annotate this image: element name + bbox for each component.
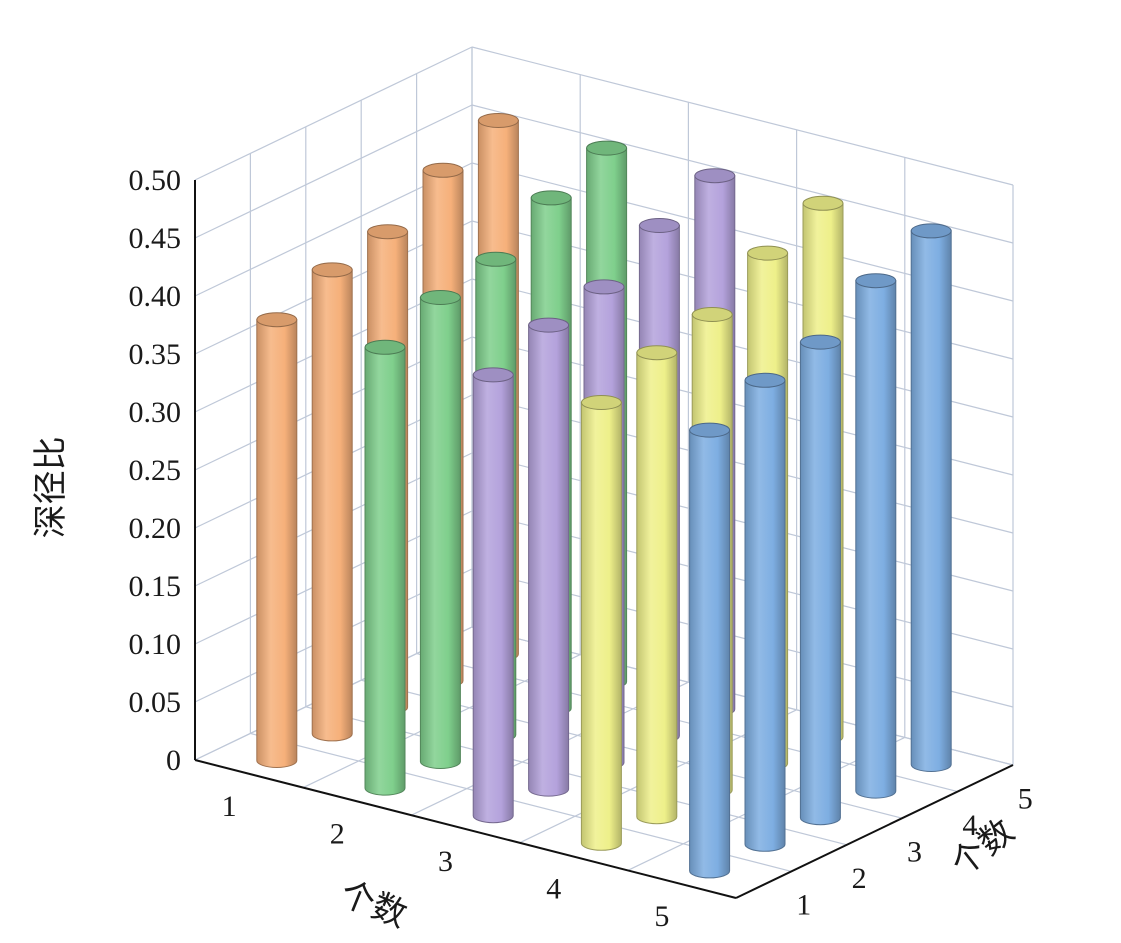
bar-body — [419, 297, 461, 769]
bar-cap — [744, 372, 786, 388]
z-tick-label: 0.30 — [129, 396, 182, 429]
bar-body — [311, 269, 353, 742]
bar-x5-y1 — [689, 422, 731, 879]
bar-x4-y1 — [580, 395, 622, 851]
x-tick-label: 2 — [330, 817, 345, 850]
z-tick-label: 0.15 — [129, 570, 182, 603]
y-tick-label: 1 — [796, 889, 811, 922]
bar-cap — [364, 339, 406, 355]
grid-line-back-wall — [471, 104, 1014, 244]
x-axis-line — [194, 759, 737, 899]
bar-cap — [799, 334, 841, 350]
y-axis-title: 个数 — [944, 812, 1021, 884]
grid-line-back-wall — [471, 46, 1014, 186]
x-tick-label: 3 — [438, 845, 453, 878]
bar-cap — [419, 290, 461, 305]
bar-cap — [528, 317, 570, 333]
bar-cap — [311, 262, 353, 278]
bar-body — [580, 402, 622, 851]
z-axis-title: 深径比 — [32, 436, 70, 538]
bar-body — [910, 230, 952, 772]
bar-cap — [910, 223, 952, 239]
x-tick-label: 4 — [546, 873, 561, 906]
bar-body — [799, 341, 841, 826]
bar-cap — [530, 190, 572, 206]
z-tick-label: 0.05 — [129, 686, 182, 719]
y-tick-label: 3 — [907, 836, 922, 869]
bar-cap — [580, 395, 622, 410]
z-tick-label: 0 — [166, 744, 181, 777]
bar-cap — [256, 312, 298, 328]
bar-x5-y5 — [910, 223, 952, 772]
bar-cap — [855, 273, 897, 289]
z-tick-label: 0.45 — [129, 222, 182, 255]
bar-body — [744, 379, 786, 852]
bar-cap — [636, 345, 678, 361]
bar-x2-y2 — [419, 290, 461, 769]
grid-line-left-wall — [194, 46, 473, 181]
x-axis-title: 个数 — [335, 874, 412, 935]
bar-x1-y2 — [311, 262, 353, 742]
bars-layer — [256, 113, 952, 879]
bar-x1-y1 — [256, 312, 298, 768]
bar-cap — [477, 113, 519, 128]
z-tick-label: 0.20 — [129, 512, 182, 545]
z-tick-label: 0.25 — [129, 454, 182, 487]
bar-body — [472, 374, 514, 824]
z-tick-label: 0.10 — [129, 628, 182, 661]
bar-cap — [638, 218, 680, 233]
bar-cap — [689, 422, 731, 438]
y-axis-line — [735, 764, 1014, 899]
bar-cap — [472, 367, 514, 383]
y-tick-label: 4 — [962, 809, 977, 842]
bar-cap — [422, 162, 464, 178]
bar-body — [528, 324, 570, 797]
y-tick-label: 5 — [1018, 782, 1033, 815]
bar-x3-y1 — [472, 367, 514, 824]
bar-cap — [691, 307, 733, 322]
bar-cap — [475, 251, 517, 267]
grid-line-left-wall — [194, 104, 473, 239]
bar-cap — [583, 279, 625, 295]
bar-body — [855, 280, 897, 799]
bar-cap — [747, 245, 789, 261]
bar-x5-y3 — [799, 334, 841, 826]
x-tick-label: 5 — [654, 900, 669, 933]
bar-x5-y4 — [855, 273, 897, 799]
bar-body — [689, 429, 731, 879]
bar-body — [256, 319, 298, 768]
bar-x2-y1 — [364, 339, 406, 796]
bar-cap — [367, 224, 409, 240]
bar-x5-y2 — [744, 372, 786, 852]
z-tick-label: 0.40 — [129, 280, 182, 313]
bar-cap — [694, 168, 736, 184]
x-tick-label: 1 — [222, 790, 237, 823]
z-tick-label: 0.35 — [129, 338, 182, 371]
bar-cap — [802, 195, 844, 211]
bar-x4-y2 — [636, 345, 678, 825]
bar-body — [364, 346, 406, 796]
bar-body — [636, 352, 678, 825]
bar-x3-y2 — [528, 317, 570, 797]
y-tick-label: 2 — [852, 862, 867, 895]
z-tick-label: 0.50 — [129, 164, 182, 197]
bar-cap — [586, 140, 628, 156]
